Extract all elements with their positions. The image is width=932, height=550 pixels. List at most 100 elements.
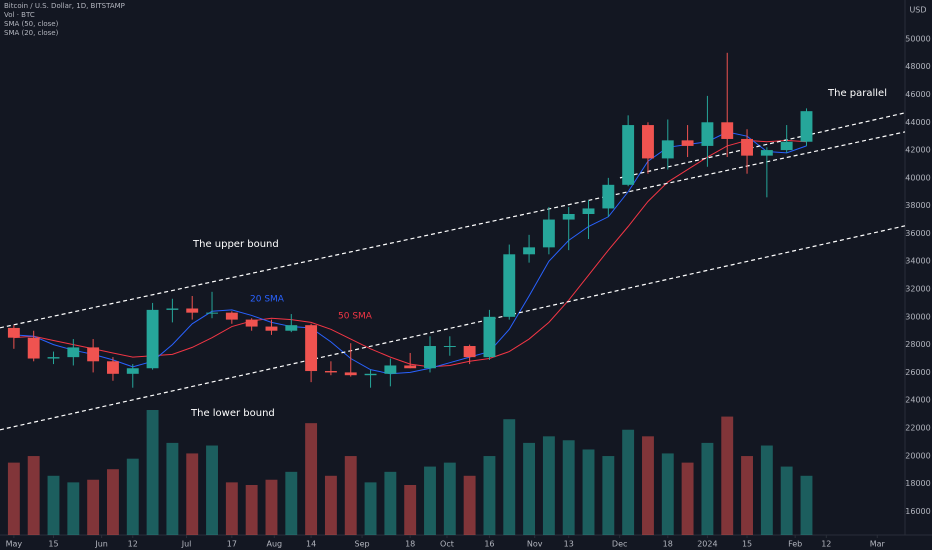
volume-bar [364,482,377,535]
volume-bar [67,482,80,535]
candle-body [760,150,773,156]
volume-bar [166,442,179,535]
volume-bar [523,442,536,535]
sma-line [13,131,807,375]
volume-bar [661,453,674,535]
volume-bar [741,456,753,535]
candle-body [87,347,100,362]
x-tick-label: Oct [440,540,454,549]
candle-body [602,184,615,209]
volume-bar [443,462,456,535]
candle-body [324,371,337,373]
candle-body [166,308,179,310]
y-tick-label: 36000 [905,229,930,238]
volume-bar [424,466,436,535]
candle-body [364,373,377,376]
candle-body [404,365,417,369]
candle-body [701,122,714,146]
volume-bar [463,475,476,535]
volume-bar [642,436,654,535]
volume-bar [87,479,100,535]
candle-body [27,337,40,359]
annotation: 20 SMA [250,295,285,305]
y-tick-label: 30000 [905,312,930,321]
volume-bar [760,445,773,535]
sma20-legend: SMA (20, close) [4,29,59,37]
volume-bar [265,479,278,535]
annotation: The upper bound [192,239,279,250]
x-tick-label: Feb [788,540,802,549]
candle-body [225,312,238,320]
x-tick-label: Mar [870,540,886,549]
volume-bar [384,471,397,535]
volume-bar [721,416,734,535]
volume-bar [800,475,813,535]
volume-bar [47,475,60,535]
volume-bar [562,440,575,535]
volume-bar [622,429,635,535]
y-tick-label: 40000 [905,173,930,182]
volume-bar [542,436,555,535]
volume-bar [305,423,318,535]
y-tick-label: 38000 [905,201,930,210]
x-tick-label: 15 [48,540,58,549]
volume-bar [285,471,298,535]
y-tick-label: 42000 [905,146,930,155]
x-tick-label: 16 [484,540,494,549]
x-tick-label: Aug [266,540,282,549]
annotation: The parallel [827,88,887,99]
x-tick-label: Dec [612,540,627,549]
candles-layer [7,52,813,388]
currency-label: USD [909,6,926,15]
volume-bar [126,458,139,535]
volume-bar [186,453,199,535]
y-tick-label: 18000 [905,479,930,488]
volume-bar [503,419,516,535]
x-tick-label: Nov [527,540,543,549]
y-tick-label: 48000 [905,62,930,71]
candle-body [384,365,397,374]
candle-body [186,308,199,313]
volume-bar [582,449,595,535]
volume-bar [404,485,417,535]
volume-bar [602,456,615,535]
y-tick-label: 28000 [905,340,930,349]
y-tick-label: 22000 [905,424,930,433]
y-tick-label: 26000 [905,368,930,377]
sma50-legend: SMA (50, close) [4,20,59,28]
y-tick-label: 34000 [905,257,930,266]
candle-body [483,316,496,358]
y-tick-label: 32000 [905,285,930,294]
y-tick-label: 46000 [905,90,930,99]
volume-bar [780,466,793,535]
x-tick-label: 18 [663,540,673,549]
candle-body [424,346,436,369]
volume-bar [206,445,218,535]
volume-bar [7,462,20,535]
candle-body [265,326,278,331]
trend-line [0,225,906,431]
x-tick-label: 18 [405,540,415,549]
volume-bar [245,485,258,535]
candle-body [582,208,595,214]
volume-bar [344,456,357,535]
x-tick-label: 15 [742,540,752,549]
candle-body [661,140,674,159]
candle-body [7,327,20,338]
candle-body [542,219,555,248]
y-tick-label: 44000 [905,118,930,127]
candle-body [721,122,734,139]
candle-body [305,325,318,372]
candle-body [67,347,80,358]
volume-bar [681,462,694,535]
trend-line [0,131,906,329]
x-tick-label: May [6,540,23,549]
candle-body [523,247,536,255]
x-tick-label: Jun [94,540,108,549]
candle-body [285,325,298,331]
symbol-title: Bitcoin / U.S. Dollar, 1D, BITSTAMP [4,2,125,10]
x-tick-label: 12 [821,540,831,549]
candle-body [443,346,456,348]
candle-body [126,368,139,374]
